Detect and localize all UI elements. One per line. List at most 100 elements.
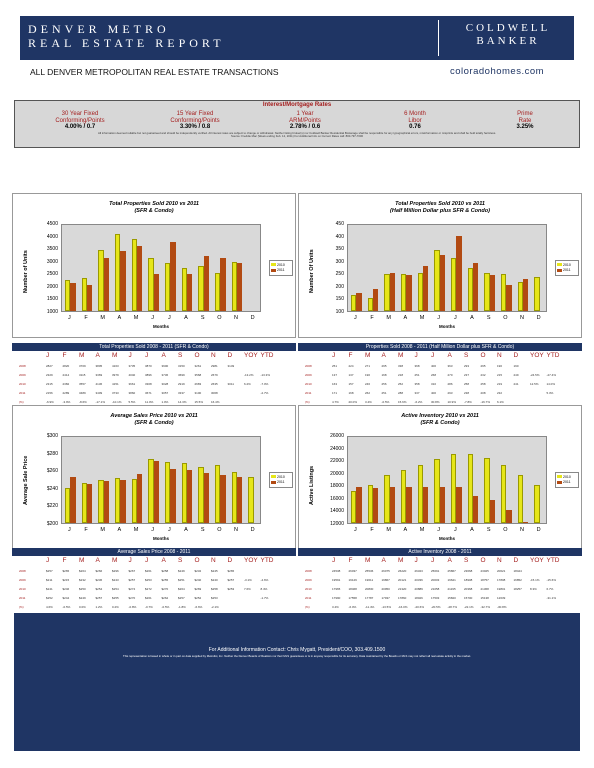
- table-cell: 21368: [480, 587, 489, 591]
- table-col-header: O: [480, 557, 486, 564]
- table-cell: -6.6%: [194, 605, 203, 609]
- table-cell: $252: [46, 596, 53, 600]
- table-row: (%) -6.9% -3.9% -8.6% -17.1% -10.1% 5.5% 11.0% 1…: [12, 400, 296, 409]
- rates-disclaimer: All information deemed reliable but not …: [17, 131, 577, 139]
- table-cell: 25691: [431, 569, 440, 573]
- table-cell: 3735: [128, 364, 136, 368]
- table-cell: -2.1%: [211, 605, 219, 609]
- table-cell: 20121: [398, 578, 407, 582]
- table-cell: -16.7%: [480, 400, 491, 404]
- table-cell: -16.0%: [398, 605, 408, 609]
- table-cell: 20830: [365, 587, 374, 591]
- table-cell: -3.1%: [244, 578, 252, 582]
- table-cell: 171: [332, 391, 338, 395]
- table-row: 2009 137 137 190 168 218 251 268 270 237 232 215 249…: [298, 373, 582, 382]
- table-cell: $262: [161, 596, 169, 600]
- table-cell: $261: [145, 596, 152, 600]
- bar-2010-J: [434, 459, 440, 523]
- x-tick-label: A: [184, 527, 188, 533]
- legend-label: 2010: [277, 262, 285, 267]
- table-cell: 295: [381, 364, 387, 368]
- table-cell: $257: [95, 596, 103, 600]
- table-cell: $253: [211, 596, 218, 600]
- table-cell: 262: [365, 391, 371, 395]
- x-tick-label: S: [486, 315, 491, 321]
- bar-2011-J: [70, 282, 76, 311]
- y-tick-label: 450: [335, 221, 344, 227]
- table-row: 2008 251 224 271 295 338 368 400 363 293 295 190 190: [298, 364, 582, 373]
- table-col-header: M: [365, 352, 371, 359]
- table-cell: $232: [79, 578, 86, 582]
- rate-label: Conforming/Points: [55, 117, 105, 124]
- bar-2011-J: [170, 468, 176, 523]
- chart-legend: 2010 2011: [269, 260, 293, 276]
- table-row-label: 2008: [19, 364, 26, 368]
- table-cell: -4.6%: [260, 578, 269, 582]
- y-tick-label: $280: [46, 450, 58, 457]
- table-cell: -1.8%: [178, 605, 186, 609]
- table-cell: 218: [398, 373, 404, 377]
- table-cell: 20950: [381, 587, 390, 591]
- table-cell: 1.2%: [95, 605, 103, 609]
- bar-2010-J: [165, 263, 171, 311]
- y-axis-label: Number Of Units: [309, 249, 315, 293]
- table-cell: -27.4%: [546, 373, 557, 377]
- table-cell: 21320: [398, 587, 407, 591]
- bar-2011-O: [220, 258, 226, 311]
- bar-2010-A: [401, 470, 407, 523]
- table-cell: 3736: [161, 373, 169, 377]
- y-tick-label: 3500: [46, 246, 58, 253]
- table-cell: 157: [348, 382, 354, 386]
- table-cell: $215: [62, 578, 70, 582]
- table-cell: 20621: [497, 569, 506, 573]
- x-tick-label: O: [503, 527, 508, 533]
- table-col-header: M: [112, 352, 118, 359]
- bar-2011-M: [423, 487, 429, 523]
- plot-area: [61, 436, 261, 524]
- table-cell: 4163: [112, 364, 119, 368]
- table-row: (%) 4.6% -0.5% 0.0% 1.2% 0.2% -0.8% -0.7% -0.5% -…: [12, 605, 296, 614]
- x-tick-label: S: [486, 527, 491, 533]
- bar-2011-A: [187, 274, 193, 311]
- table-cell: -1.7%: [260, 596, 269, 600]
- chart-legend: 2010 2011: [269, 472, 293, 488]
- table-cell: 337: [414, 391, 420, 395]
- table-cell: -13.2%: [244, 373, 254, 377]
- table-cell: 6.7%: [546, 587, 554, 591]
- table-cell: -3.9%: [62, 400, 71, 404]
- rate-item: 1 Year ARM/Points 2.78% / 0.6: [250, 111, 360, 131]
- x-tick-label: J: [437, 527, 441, 533]
- table-cell: 190: [365, 373, 371, 377]
- bar-2011-J: [439, 486, 445, 523]
- y-tick-label: 20000: [330, 470, 344, 477]
- x-tick-label: F: [84, 315, 88, 321]
- table-cell: -13.3%: [260, 373, 271, 377]
- legend-entry: 2011: [271, 268, 291, 272]
- table-cell: 338: [398, 364, 404, 368]
- table-cell: 2289: [62, 391, 70, 395]
- x-tick-label: O: [503, 315, 508, 321]
- table-col-header: J: [332, 557, 336, 564]
- bar-2010-D: [248, 477, 254, 523]
- table-cell: 4040: [128, 373, 136, 377]
- y-axis-label: Average Sale Price: [23, 455, 29, 505]
- table-row-label: 2009: [19, 578, 26, 582]
- table-col-header: S: [464, 557, 469, 564]
- table-row-label: 2008: [19, 569, 26, 573]
- y-tick-label: 12000: [330, 521, 344, 527]
- table-cell: 7.6%: [244, 587, 251, 591]
- website-link[interactable]: coloradohomes.com: [450, 66, 545, 77]
- table-cell: $241: [46, 587, 53, 591]
- table-col-header: M: [398, 557, 404, 564]
- table-header-row: J F M A M J J A S O N D YOY YTD: [298, 557, 582, 566]
- table-col-header: D: [227, 352, 233, 359]
- table-col-header: M: [79, 557, 85, 564]
- bar-2010-J: [351, 295, 357, 311]
- table-cell: 19867: [381, 578, 390, 582]
- legend-swatch: [557, 263, 562, 266]
- table-cell: $257: [178, 596, 185, 600]
- table-col-header: A: [381, 557, 386, 564]
- table-cell: 16.4%: [211, 400, 220, 404]
- x-tick-label: J: [151, 527, 155, 533]
- table-cell: 8.3%: [530, 587, 537, 591]
